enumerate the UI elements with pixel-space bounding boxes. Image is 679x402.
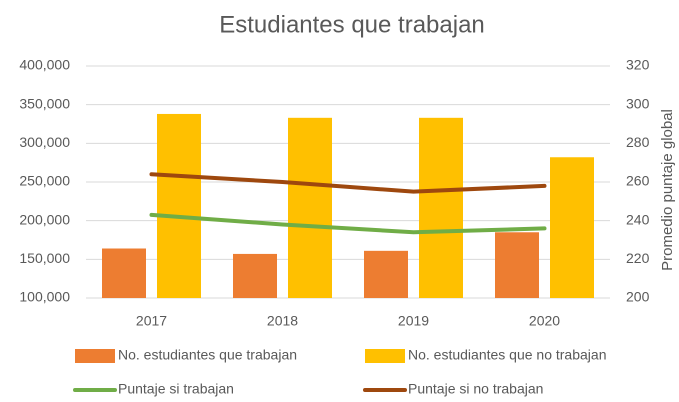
bar [550,157,594,298]
line-series [149,212,547,235]
y2-tick-label: 280 [626,134,650,150]
y2-tick-label: 240 [626,211,650,227]
bar [419,117,463,299]
legend-label: Puntaje si no trabajan [408,381,543,397]
y2-tick-label: 200 [626,289,650,305]
legend-swatch [75,349,115,363]
y-tick-label: 250,000 [19,173,70,189]
y2-tick-label: 300 [626,95,650,111]
legend-label: No. estudiantes que no trabajan [408,347,606,363]
y-tick-label: 400,000 [19,57,70,73]
line-series [149,172,547,194]
x-tick-label: 2018 [267,313,298,329]
y2-tick-label: 220 [626,250,650,266]
bar [288,117,332,299]
bar [102,248,146,298]
chart-title: Estudiantes que trabajan [219,11,485,38]
x-tick-label: 2020 [529,313,560,329]
y2-axis-label: Promedio puntaje global [659,109,676,271]
y-tick-label: 350,000 [19,95,70,111]
legend-label: Puntaje si trabajan [118,381,234,397]
legend-swatch [365,349,405,363]
y-tick-label: 150,000 [19,250,70,266]
legend-label: No. estudiantes que trabajan [118,347,297,363]
bar [157,113,201,299]
y-tick-label: 100,000 [19,289,70,305]
bar [233,253,277,298]
y2-tick-label: 260 [626,173,650,189]
y-tick-label: 300,000 [19,134,70,150]
x-tick-label: 2019 [398,313,429,329]
bar [495,232,539,298]
y2-tick-label: 320 [626,57,650,73]
x-tick-label: 2017 [136,313,167,329]
bar [364,250,408,298]
y-tick-label: 200,000 [19,211,70,227]
